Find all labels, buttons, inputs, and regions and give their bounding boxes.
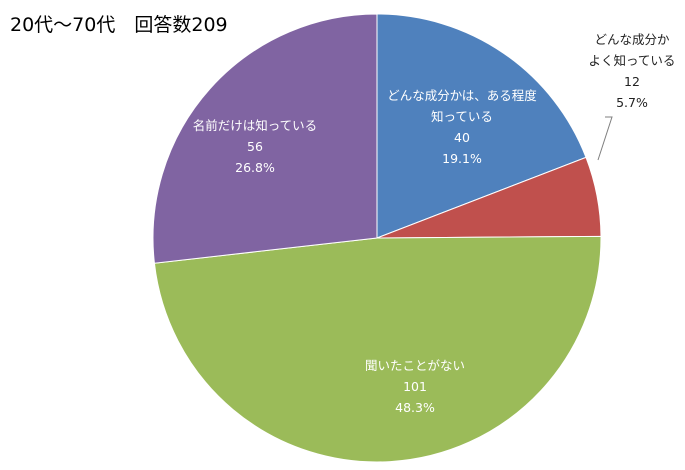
slice-value-2: 101 [403,379,427,394]
leader-line-1 [597,116,613,161]
chart-title: 20代～70代 回答数209 [10,14,228,36]
slice-percent-0: 19.1% [442,151,482,166]
slice-label-3: 名前だけは知っている [193,118,317,133]
pie-slice-3 [152,13,378,264]
pie-slice-2 [153,235,602,463]
pie-slice-0 [376,13,587,239]
slice-label-1: どんな成分か [594,32,670,47]
slice-percent-3: 26.8% [235,160,275,175]
slice-label-1: よく知っている [589,53,676,68]
slice-value-3: 56 [247,139,263,154]
data-label-2: 聞いたことがない 101 48.3% [365,358,465,415]
slice-percent-2: 48.3% [395,400,435,415]
slice-label-0: 知っている [431,109,493,124]
slice-label-2: 聞いたことがない [365,358,465,373]
slice-value-0: 40 [454,130,470,145]
slice-percent-1: 5.7% [616,95,648,110]
slice-value-1: 12 [624,74,640,89]
slice-label-0: どんな成分かは、ある程度 [387,88,537,103]
data-label-3: 名前だけは知っている 56 26.8% [193,118,317,175]
